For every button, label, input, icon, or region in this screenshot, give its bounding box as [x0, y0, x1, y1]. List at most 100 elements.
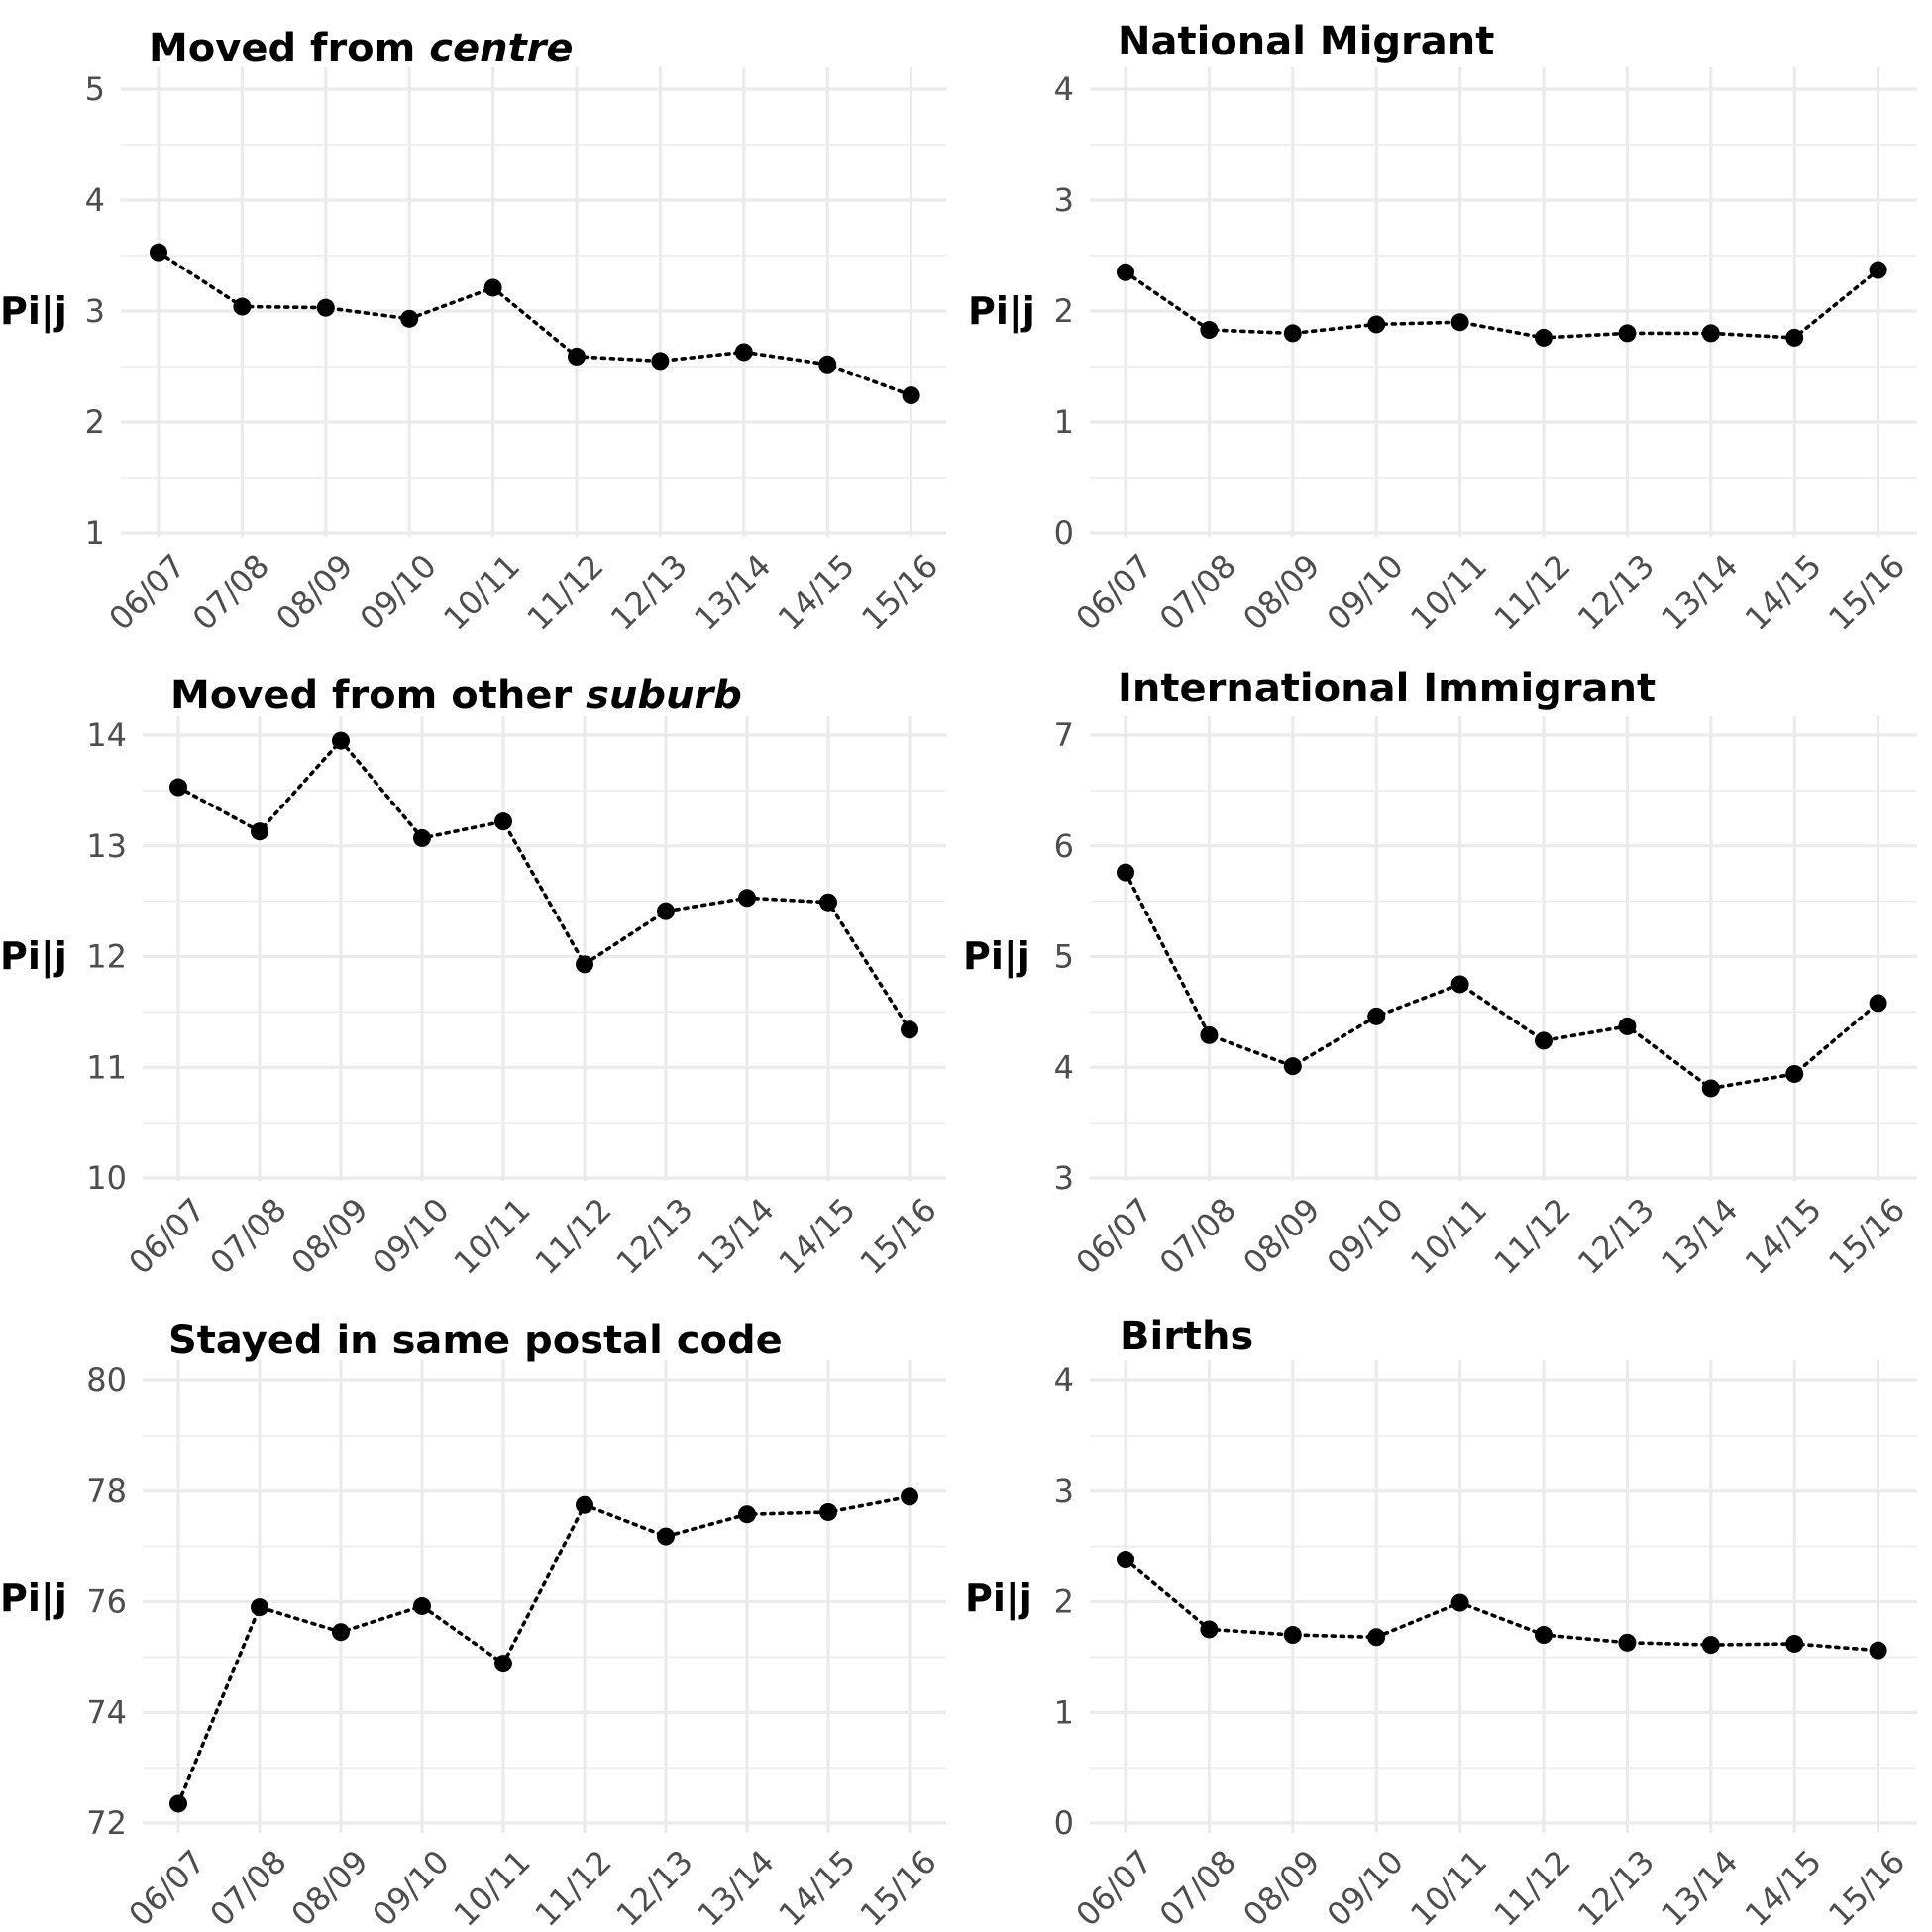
x-tick-label: 06/07: [1069, 1843, 1160, 1932]
x-tick-label: 10/11: [1403, 547, 1494, 638]
panel-title: Moved from centre: [149, 26, 574, 71]
x-tick-label: 11/12: [520, 547, 611, 638]
x-tick-label: 15/16: [853, 1843, 944, 1932]
y-tick-label: 80: [86, 1361, 127, 1399]
x-tick-label: 13/14: [1654, 547, 1745, 638]
series-line: [176, 1494, 912, 1806]
data-point: [1535, 328, 1553, 347]
panel-6: 0 1 2 3 4 06/0707/0808/0909/1010/1111/1212/13…: [965, 1314, 1917, 1932]
data-point: [657, 1527, 675, 1546]
x-tick-label: 11/12: [1487, 547, 1578, 638]
y-tick-label: 1: [85, 514, 105, 552]
data-point: [1869, 994, 1887, 1013]
data-point: [1535, 1626, 1553, 1645]
x-tick-label: 10/11: [436, 547, 527, 638]
x-tick-label: 11/12: [528, 1191, 619, 1282]
panel-title: National Migrant: [1118, 19, 1494, 64]
panel-2: 0 1 2 3 4 06/0707/0808/0909/1010/1111/1212/13…: [968, 19, 1917, 638]
x-tick-label: 06/07: [102, 547, 193, 638]
data-point: [483, 278, 502, 297]
data-point: [1701, 1636, 1720, 1655]
panel-title: International Immigrant: [1118, 666, 1656, 711]
panel-title: Births: [1120, 1314, 1253, 1359]
x-tick-label: 12/13: [1570, 1191, 1662, 1282]
data-point: [332, 1623, 350, 1642]
x-tick-label: 13/14: [1654, 1191, 1745, 1282]
data-point: [332, 731, 350, 750]
y-tick-label: 5: [85, 70, 105, 108]
y-tick-label: 3: [85, 292, 105, 330]
x-tick-label: 12/13: [1570, 547, 1662, 638]
y-tick-label: 2: [85, 403, 105, 441]
y-tick-label: 4: [1054, 1361, 1074, 1399]
data-point: [1200, 1025, 1219, 1044]
x-tick-label: 07/08: [203, 1843, 294, 1932]
y-axis-label: Pi|j: [0, 289, 67, 334]
y-tick-label: 5: [1054, 938, 1074, 976]
series-line: [1124, 268, 1880, 340]
data-point: [400, 309, 419, 328]
data-point: [819, 893, 837, 912]
x-tick-label: 07/08: [185, 547, 276, 638]
data-point: [251, 822, 268, 841]
data-point: [657, 902, 675, 920]
x-tick-label: 14/15: [772, 1191, 863, 1282]
y-tick-label: 1: [1054, 403, 1074, 441]
x-tick-label: 07/08: [1152, 547, 1243, 638]
data-point: [738, 889, 756, 908]
x-tick-label: 09/10: [1320, 547, 1411, 638]
x-tick-label: 10/11: [447, 1191, 538, 1282]
x-tick-label: 13/14: [691, 1843, 782, 1932]
y-axis-label: Pi|j: [965, 1576, 1032, 1621]
data-point: [413, 828, 431, 847]
x-tick-label: 06/07: [122, 1843, 213, 1932]
x-tick-label: 06/07: [1069, 1191, 1160, 1282]
x-tick-label: 13/14: [1654, 1843, 1745, 1932]
panel-title: Stayed in same postal code: [168, 1318, 783, 1363]
y-tick-label: 11: [86, 1048, 127, 1086]
x-tick-label: 12/13: [609, 1191, 700, 1282]
x-tick-label: 10/11: [1403, 1191, 1494, 1282]
x-tick-label: 07/08: [203, 1191, 294, 1282]
data-point: [233, 297, 252, 316]
x-tick-label: 14/15: [771, 547, 862, 638]
data-point: [738, 1505, 756, 1524]
data-point: [1200, 321, 1219, 340]
data-point: [150, 243, 167, 262]
data-point: [901, 1487, 918, 1506]
data-point: [651, 352, 670, 371]
x-tick-label: 13/14: [691, 1191, 782, 1282]
y-axis-label: Pi|j: [963, 934, 1030, 979]
series-line: [1124, 870, 1880, 1091]
panel-3: 10 11 12 13 14 06/0707/0808/0909/1010/1111/12…: [0, 673, 946, 1282]
y-axis-label: Pi|j: [0, 934, 67, 979]
panel-title: Moved from other suburb: [170, 673, 742, 718]
data-point: [1283, 1057, 1302, 1076]
data-point: [818, 355, 837, 374]
data-point: [1450, 975, 1469, 994]
x-tick-label: 08/09: [1235, 547, 1327, 638]
y-tick-label: 4: [85, 181, 105, 219]
data-point: [734, 343, 753, 362]
series-line: [1124, 1557, 1880, 1653]
x-tick-label: 14/15: [1738, 1191, 1829, 1282]
x-tick-label: 12/13: [603, 547, 695, 638]
x-tick-label: 13/14: [687, 547, 778, 638]
data-point: [413, 1596, 431, 1615]
x-tick-label: 08/09: [1235, 1843, 1327, 1932]
data-point: [1367, 315, 1386, 334]
y-tick-label: 78: [86, 1472, 127, 1510]
panel-4: 3 4 5 6 7 06/0707/0808/0909/1010/1111/1212/13…: [963, 666, 1917, 1282]
data-point: [819, 1502, 837, 1521]
panel-1: 1 2 3 4 5 06/0707/0808/0909/1010/1111/1212/13…: [0, 26, 946, 638]
x-tick-label: 14/15: [1738, 547, 1829, 638]
x-tick-label: 12/13: [609, 1843, 700, 1932]
y-tick-label: 12: [86, 938, 127, 976]
y-tick-label: 1: [1054, 1693, 1074, 1731]
data-point: [1283, 1626, 1302, 1645]
data-point: [576, 955, 593, 974]
series-line: [176, 737, 912, 1032]
y-tick-label: 3: [1054, 181, 1074, 219]
data-point: [568, 347, 586, 366]
